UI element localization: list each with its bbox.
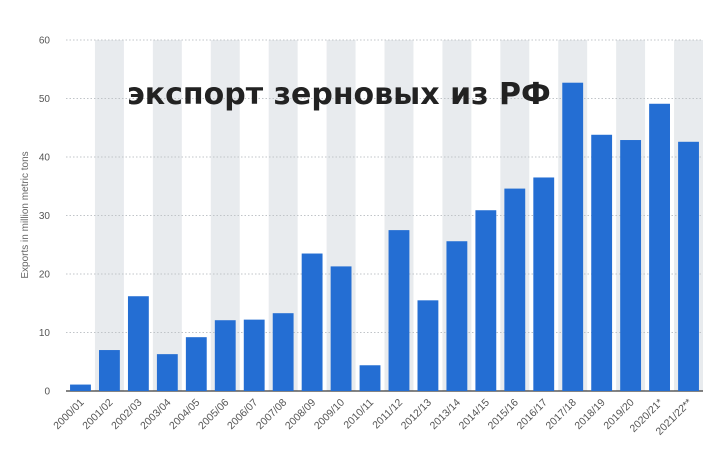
x-tick-label: 2004/05	[167, 397, 202, 432]
x-tick-label: 2005/06	[196, 397, 231, 432]
x-tick-label: 2000/01	[51, 397, 86, 432]
bar	[99, 350, 120, 391]
x-tick-label: 2012/13	[399, 397, 434, 432]
y-tick-label: 60	[39, 36, 51, 47]
bar	[562, 82, 584, 391]
x-axis-ticks: 2000/012001/022002/032003/042004/052005/…	[51, 397, 694, 438]
bar	[359, 365, 381, 391]
x-tick-label: 2007/08	[254, 397, 289, 432]
bar	[214, 320, 236, 391]
bar	[127, 296, 149, 391]
bar	[301, 253, 323, 391]
x-tick-label: 2001/02	[80, 397, 115, 432]
x-tick-label: 2009/10	[312, 397, 347, 432]
y-tick-label: 0	[44, 387, 50, 398]
bar	[504, 188, 526, 391]
chart-title: экспорт зерновых из РФ	[127, 77, 551, 112]
bar	[446, 241, 468, 391]
bar	[272, 313, 294, 391]
bar	[649, 103, 670, 391]
bar	[330, 266, 352, 391]
y-tick-label: 30	[39, 211, 51, 222]
bar	[620, 140, 642, 391]
bar	[678, 141, 699, 391]
x-tick-label: 2015/16	[486, 397, 521, 432]
bar	[388, 230, 410, 391]
bar	[156, 354, 178, 391]
x-tick-label: 2002/03	[109, 397, 144, 432]
x-tick-label: 2011/12	[370, 397, 405, 432]
bar	[475, 210, 497, 391]
x-tick-label: 2016/17	[515, 397, 550, 432]
x-tick-label: 2017/18	[543, 397, 578, 432]
y-axis-ticks: 0 10 20 30 40 50 60	[39, 36, 51, 398]
x-tick-label: 2013/14	[428, 397, 463, 432]
bar	[70, 384, 91, 391]
x-tick-label: 2003/04	[138, 397, 173, 432]
bar	[243, 319, 265, 391]
x-tick-label: 2010/11	[341, 397, 376, 432]
y-axis-label: Exports in million metric tons	[20, 151, 31, 278]
bar	[417, 300, 439, 391]
x-tick-label: 2018/19	[572, 397, 607, 432]
bar	[533, 177, 555, 391]
y-tick-label: 10	[39, 328, 51, 339]
x-tick-label: 2014/15	[457, 397, 492, 432]
x-tick-label: 2006/07	[225, 397, 260, 432]
y-tick-label: 50	[39, 94, 51, 105]
bars	[70, 82, 699, 391]
x-tick-label: 2008/09	[283, 397, 318, 432]
bar	[185, 337, 207, 391]
y-tick-label: 20	[39, 270, 51, 281]
bar	[591, 134, 613, 391]
y-tick-label: 40	[39, 153, 51, 164]
